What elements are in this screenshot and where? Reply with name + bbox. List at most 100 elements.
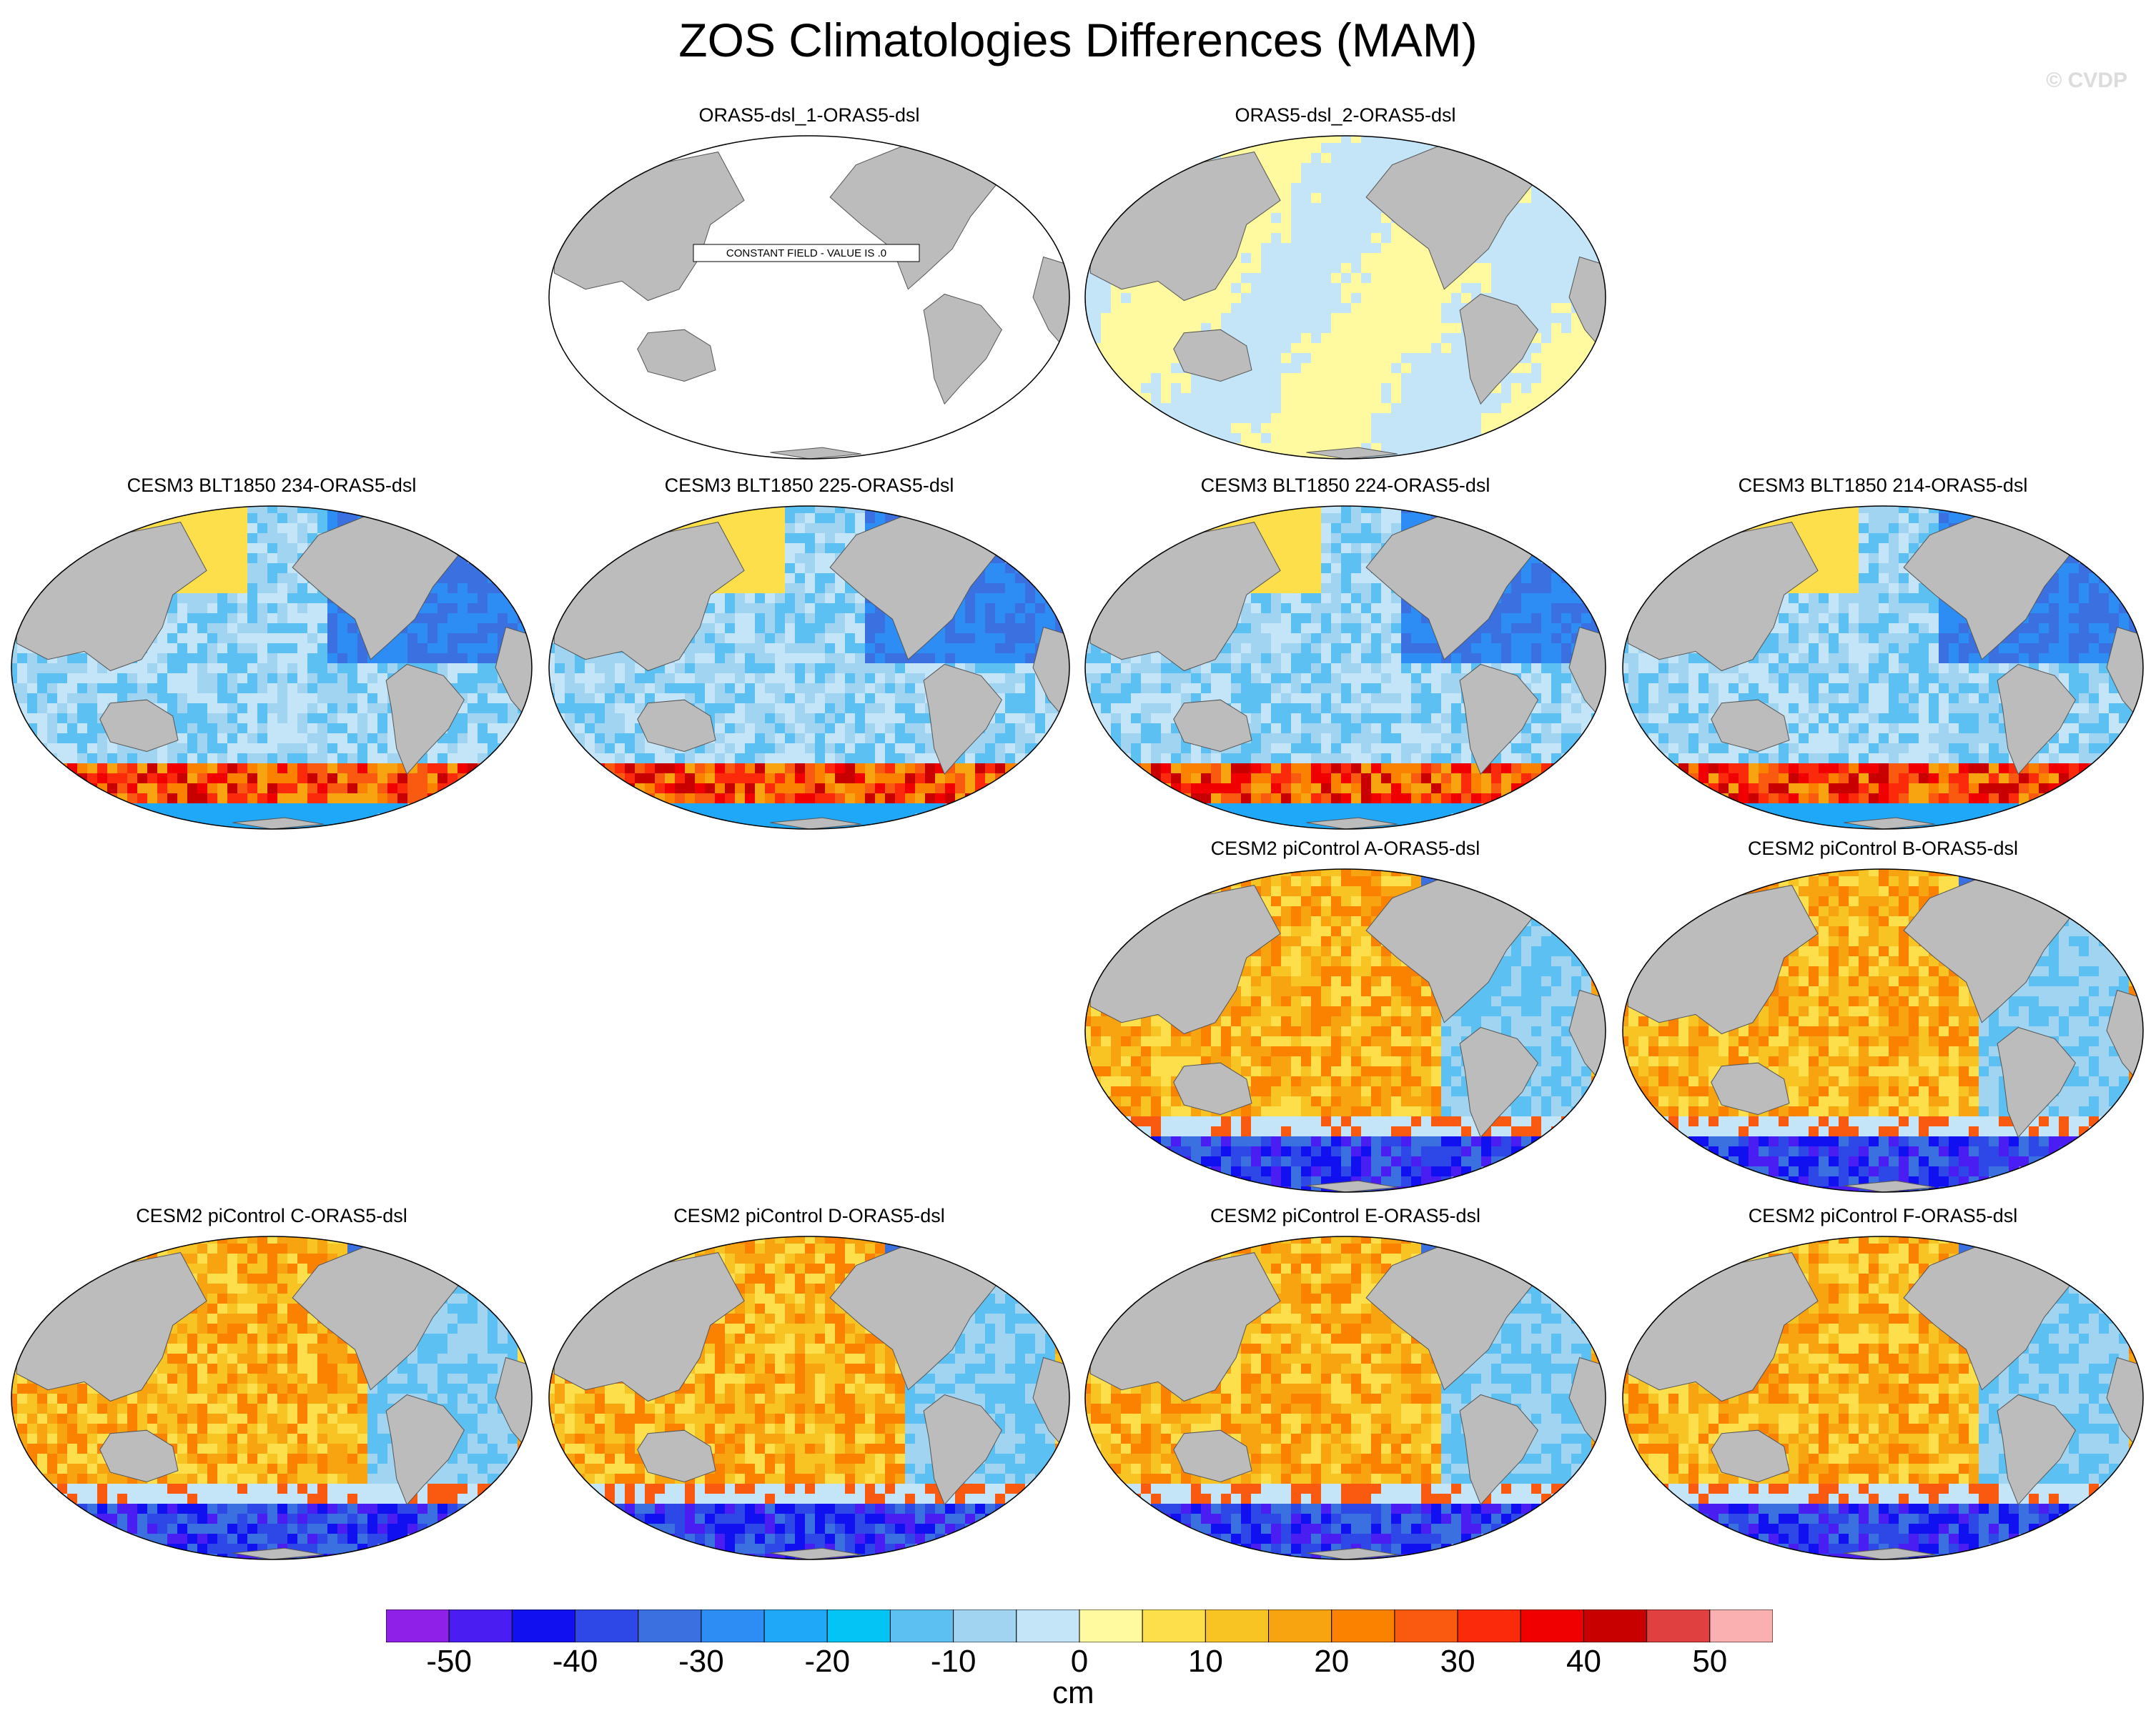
colorbar-tick-label: 20 — [1314, 1644, 1350, 1679]
land-mass — [1306, 1547, 1398, 1559]
land-mass — [923, 1394, 1002, 1506]
land-mass — [1173, 1429, 1252, 1483]
land-mass — [770, 817, 861, 829]
land-mass — [474, 521, 512, 563]
panel-title: CESM2 piControl B-ORAS5-dsl — [1747, 838, 2019, 859]
colorbar-tick-label: 40 — [1566, 1644, 1601, 1679]
land-mass — [1459, 293, 1538, 405]
colorbar-swatches — [385, 1609, 1774, 1643]
colorbar-swatch — [638, 1609, 702, 1643]
map-svg — [11, 1236, 533, 1560]
map-svg — [548, 1236, 1070, 1560]
colorbar-swatch — [448, 1609, 513, 1643]
cvdp-credit: © CVDP — [2046, 69, 2127, 92]
panel-title: ORAS5-dsl_2-ORAS5-dsl — [1235, 104, 1456, 126]
land-mass — [1548, 151, 1586, 193]
colorbar-tick-label: -20 — [804, 1644, 851, 1679]
colorbar-swatch — [826, 1609, 891, 1643]
land-mass — [1459, 1394, 1538, 1506]
land-mass — [1548, 1251, 1586, 1294]
panel-title: CESM3 BLT1850 234-ORAS5-dsl — [127, 475, 417, 496]
land-mass — [385, 1394, 465, 1506]
panel-title: CESM3 BLT1850 224-ORAS5-dsl — [1200, 475, 1490, 496]
map-svg — [1084, 1236, 1606, 1560]
map-svg — [1622, 505, 2144, 830]
land-mass — [1012, 151, 1049, 193]
land-mass — [637, 1429, 716, 1483]
land-mass — [1844, 1547, 1935, 1559]
land-mass — [923, 293, 1002, 405]
colorbar-swatch — [1205, 1609, 1270, 1643]
land-mass — [1548, 521, 1586, 563]
land-mass — [232, 817, 324, 829]
land-mass — [1711, 1062, 1790, 1116]
land-mass — [385, 663, 465, 775]
colorbar-swatch — [575, 1609, 639, 1643]
land-mass — [1306, 1180, 1398, 1192]
colorbar-tick-label: 30 — [1440, 1644, 1475, 1679]
colorbar-swatch — [1331, 1609, 1395, 1643]
land-mass — [1548, 884, 1586, 926]
land-mass — [923, 663, 1002, 775]
land-mass — [1997, 1394, 2076, 1506]
panel-title: CESM2 piControl E-ORAS5-dsl — [1210, 1205, 1481, 1226]
land-mass — [99, 1429, 179, 1483]
map-svg — [548, 505, 1070, 830]
map-panel: ORAS5-dsl_1-ORAS5-dsl CONSTANT FIELD - V… — [545, 104, 1074, 462]
panel-title: CESM2 piControl A-ORAS5-dsl — [1210, 838, 1480, 859]
constant-field-label: CONSTANT FIELD - VALUE IS .0 — [726, 247, 886, 259]
colorbar-swatch — [763, 1609, 828, 1643]
colorbar-swatch — [1520, 1609, 1584, 1643]
colorbar-swatch — [1142, 1609, 1206, 1643]
land-mass — [1844, 817, 1935, 829]
map-svg: CONSTANT FIELD - VALUE IS .0 — [548, 135, 1070, 460]
map-panel: CESM2 piControl B-ORAS5-dsl — [1618, 838, 2147, 1195]
land-mass — [1173, 329, 1252, 382]
colorbar-swatch — [701, 1609, 765, 1643]
colorbar-tick-label: -10 — [930, 1644, 976, 1679]
map-panel: CESM3 BLT1850 225-ORAS5-dsl — [545, 475, 1074, 832]
map-svg — [1084, 505, 1606, 830]
land-mass — [99, 699, 179, 753]
colorbar-swatch — [1016, 1609, 1080, 1643]
panel-title: CESM2 piControl F-ORAS5-dsl — [1748, 1205, 2018, 1226]
land-mass — [637, 329, 716, 382]
colorbar-tick-label: -30 — [678, 1644, 724, 1679]
colorbar-swatch — [385, 1609, 450, 1643]
map-panel: CESM2 piControl C-ORAS5-dsl — [7, 1205, 536, 1562]
map-panel: CESM3 BLT1850 224-ORAS5-dsl — [1081, 475, 1610, 832]
colorbar: -50 -40 -30 -20 -10 0 10 20 30 40 50 cm — [385, 1609, 1774, 1731]
colorbar-swatch — [1268, 1609, 1332, 1643]
map-svg — [11, 505, 533, 830]
land-mass — [1459, 1026, 1538, 1139]
colorbar-swatch — [1079, 1609, 1143, 1643]
figure-title: ZOS Climatologies Differences (MAM) — [678, 14, 1478, 66]
map-panel: CESM2 piControl A-ORAS5-dsl — [1081, 838, 1610, 1195]
land-mass — [1711, 699, 1790, 753]
colorbar-swatch — [889, 1609, 954, 1643]
colorbar-tick-label: -50 — [426, 1644, 472, 1679]
colorbar-swatch — [1646, 1609, 1711, 1643]
land-mass — [1711, 1429, 1790, 1483]
map-svg — [1084, 868, 1606, 1193]
land-mass — [637, 699, 716, 753]
land-mass — [1306, 817, 1398, 829]
colorbar-swatch — [1583, 1609, 1648, 1643]
land-mass — [1844, 1180, 1935, 1192]
map-svg — [1622, 1236, 2144, 1560]
map-panel: CESM3 BLT1850 214-ORAS5-dsl — [1618, 475, 2147, 832]
colorbar-swatch — [1457, 1609, 1521, 1643]
map-svg — [1084, 135, 1606, 460]
land-mass — [1173, 1062, 1252, 1116]
colorbar-swatch — [1394, 1609, 1458, 1643]
colorbar-swatch — [953, 1609, 1017, 1643]
land-mass — [2085, 1251, 2123, 1294]
map-panel: CESM2 piControl F-ORAS5-dsl — [1618, 1205, 2147, 1562]
colorbar-unit: cm — [1052, 1675, 1094, 1710]
land-mass — [770, 1547, 861, 1559]
land-mass — [2085, 521, 2123, 563]
colorbar-swatch — [1709, 1609, 1774, 1643]
constant-field-box — [693, 244, 920, 262]
colorbar-tick-label: -40 — [552, 1644, 598, 1679]
map-svg — [1622, 868, 2144, 1193]
